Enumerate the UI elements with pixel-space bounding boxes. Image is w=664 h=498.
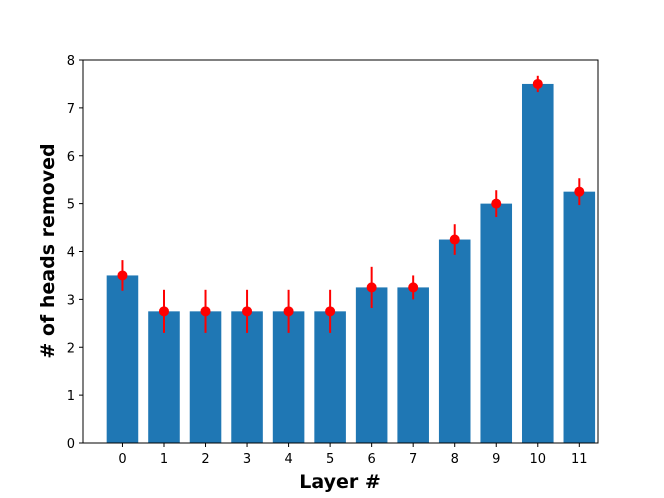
x-tick-label-8: 8 — [451, 452, 459, 467]
y-tick-label-6: 6 — [67, 150, 75, 165]
x-tick-label-9: 9 — [492, 452, 500, 467]
x-tick-label-5: 5 — [326, 452, 334, 467]
bars-layer — [106, 83, 596, 443]
x-tick-label-6: 6 — [368, 452, 376, 467]
y-tick-label-4: 4 — [67, 246, 75, 261]
x-tick-label-2: 2 — [201, 452, 209, 467]
x-axis: 0 1 2 3 4 5 6 7 8 9 10 11 — [118, 443, 588, 467]
bar-2 — [189, 311, 222, 443]
mean-marker-2 — [200, 306, 211, 317]
y-axis-title: # of heads removed — [37, 143, 59, 358]
mean-marker-11 — [574, 186, 585, 197]
x-tick-label-4: 4 — [284, 452, 292, 467]
x-tick-label-10: 10 — [530, 452, 547, 467]
x-tick-label-3: 3 — [243, 452, 251, 467]
x-tick-label-7: 7 — [409, 452, 417, 467]
mean-marker-7 — [408, 282, 419, 293]
bar-0 — [106, 275, 139, 443]
bar-10 — [521, 83, 554, 443]
mean-marker-3 — [242, 306, 253, 317]
mean-marker-0 — [117, 270, 128, 281]
y-tick-label-3: 3 — [67, 293, 75, 308]
bar-1 — [148, 311, 180, 443]
mean-marker-8 — [449, 234, 460, 245]
y-tick-label-8: 8 — [67, 54, 75, 69]
bar-9 — [480, 203, 513, 443]
x-tick-label-11: 11 — [571, 452, 588, 467]
y-tick-label-2: 2 — [67, 341, 75, 356]
mean-marker-5 — [325, 306, 336, 317]
mean-marker-4 — [283, 306, 294, 317]
bar-4 — [272, 311, 305, 443]
mean-marker-10 — [532, 78, 543, 89]
bar-8 — [438, 239, 471, 443]
y-tick-label-5: 5 — [67, 198, 75, 213]
x-tick-label-0: 0 — [118, 452, 126, 467]
error-bars-layer — [117, 75, 585, 333]
mean-marker-9 — [491, 198, 502, 209]
y-tick-label-7: 7 — [67, 102, 75, 117]
bar-5 — [314, 311, 346, 443]
bar-3 — [231, 311, 263, 443]
bar-11 — [563, 191, 596, 443]
x-tick-label-1: 1 — [160, 452, 168, 467]
bar-7 — [397, 287, 429, 443]
x-axis-title: Layer # — [299, 471, 381, 493]
mean-marker-1 — [158, 306, 169, 317]
bar-6 — [355, 287, 388, 443]
mean-marker-6 — [366, 282, 377, 293]
y-tick-label-0: 0 — [67, 437, 75, 452]
y-axis: 0 1 2 3 4 5 6 7 8 — [67, 54, 83, 452]
y-tick-label-1: 1 — [67, 389, 75, 404]
